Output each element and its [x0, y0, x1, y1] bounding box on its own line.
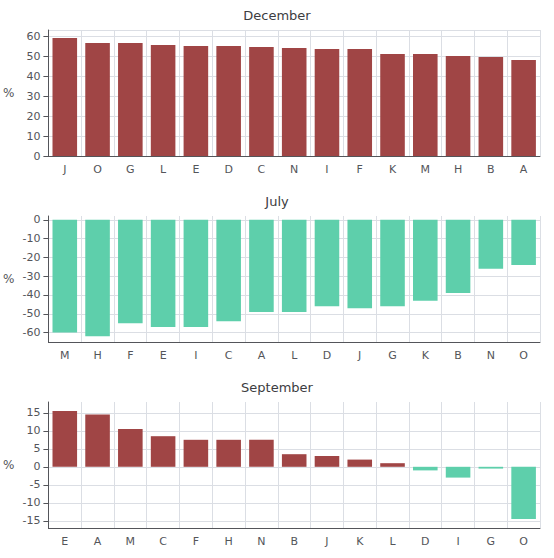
- svg-text:A: A: [94, 535, 102, 548]
- svg-text:H: H: [225, 535, 233, 548]
- svg-text:E: E: [192, 163, 199, 176]
- svg-text:G: G: [487, 535, 496, 548]
- svg-text:O: O: [93, 163, 102, 176]
- svg-text:-15: -15: [22, 514, 40, 527]
- svg-text:A: A: [520, 163, 528, 176]
- svg-text:I: I: [325, 163, 328, 176]
- svg-text:-10: -10: [22, 496, 40, 509]
- svg-text:D: D: [224, 163, 232, 176]
- svg-text:I: I: [456, 535, 459, 548]
- svg-text:50: 50: [26, 50, 40, 63]
- svg-text:-30: -30: [22, 270, 40, 283]
- svg-text:A: A: [258, 349, 266, 362]
- svg-text:L: L: [291, 349, 298, 362]
- svg-text:40: 40: [26, 70, 40, 83]
- svg-text:-50: -50: [22, 307, 40, 320]
- svg-text:J: J: [357, 349, 361, 362]
- svg-text:10: 10: [26, 424, 40, 437]
- svg-text:J: J: [62, 163, 66, 176]
- svg-text:B: B: [487, 163, 495, 176]
- svg-text:K: K: [389, 163, 397, 176]
- svg-text:N: N: [487, 349, 495, 362]
- svg-text:%: %: [3, 458, 14, 472]
- svg-text:D: D: [421, 535, 429, 548]
- svg-text:B: B: [454, 349, 462, 362]
- svg-text:30: 30: [26, 90, 40, 103]
- svg-text:0: 0: [33, 213, 40, 226]
- svg-text:C: C: [258, 163, 266, 176]
- svg-text:G: G: [126, 163, 135, 176]
- svg-text:N: N: [290, 163, 298, 176]
- svg-text:E: E: [160, 349, 167, 362]
- svg-text:September: September: [241, 380, 314, 395]
- svg-text:L: L: [160, 163, 167, 176]
- svg-text:M: M: [421, 163, 431, 176]
- svg-text:O: O: [519, 349, 528, 362]
- svg-text:G: G: [388, 349, 397, 362]
- svg-text:July: July: [264, 194, 289, 209]
- svg-text:0: 0: [33, 150, 40, 163]
- svg-text:-60: -60: [22, 326, 40, 339]
- svg-text:20: 20: [26, 110, 40, 123]
- svg-text:5: 5: [33, 442, 40, 455]
- svg-text:%: %: [3, 272, 14, 286]
- svg-text:M: M: [60, 349, 70, 362]
- svg-text:H: H: [93, 349, 101, 362]
- svg-text:C: C: [159, 535, 167, 548]
- svg-text:K: K: [422, 349, 430, 362]
- svg-text:B: B: [290, 535, 298, 548]
- svg-text:O: O: [519, 535, 528, 548]
- svg-text:%: %: [3, 86, 14, 100]
- svg-text:-5: -5: [29, 478, 40, 491]
- svg-text:-40: -40: [22, 288, 40, 301]
- svg-text:K: K: [356, 535, 364, 548]
- svg-text:M: M: [126, 535, 136, 548]
- svg-text:F: F: [193, 535, 199, 548]
- svg-text:J: J: [324, 535, 328, 548]
- svg-text:-10: -10: [22, 232, 40, 245]
- svg-text:L: L: [389, 535, 396, 548]
- svg-text:F: F: [357, 163, 363, 176]
- svg-text:D: D: [323, 349, 331, 362]
- svg-text:F: F: [127, 349, 133, 362]
- svg-text:0: 0: [33, 460, 40, 473]
- svg-text:N: N: [257, 535, 265, 548]
- svg-text:C: C: [225, 349, 233, 362]
- svg-text:60: 60: [26, 30, 40, 43]
- svg-text:E: E: [61, 535, 68, 548]
- svg-text:I: I: [194, 349, 197, 362]
- svg-text:10: 10: [26, 130, 40, 143]
- svg-text:-20: -20: [22, 251, 40, 264]
- svg-text:December: December: [243, 8, 311, 23]
- svg-text:15: 15: [26, 406, 40, 419]
- svg-text:H: H: [454, 163, 462, 176]
